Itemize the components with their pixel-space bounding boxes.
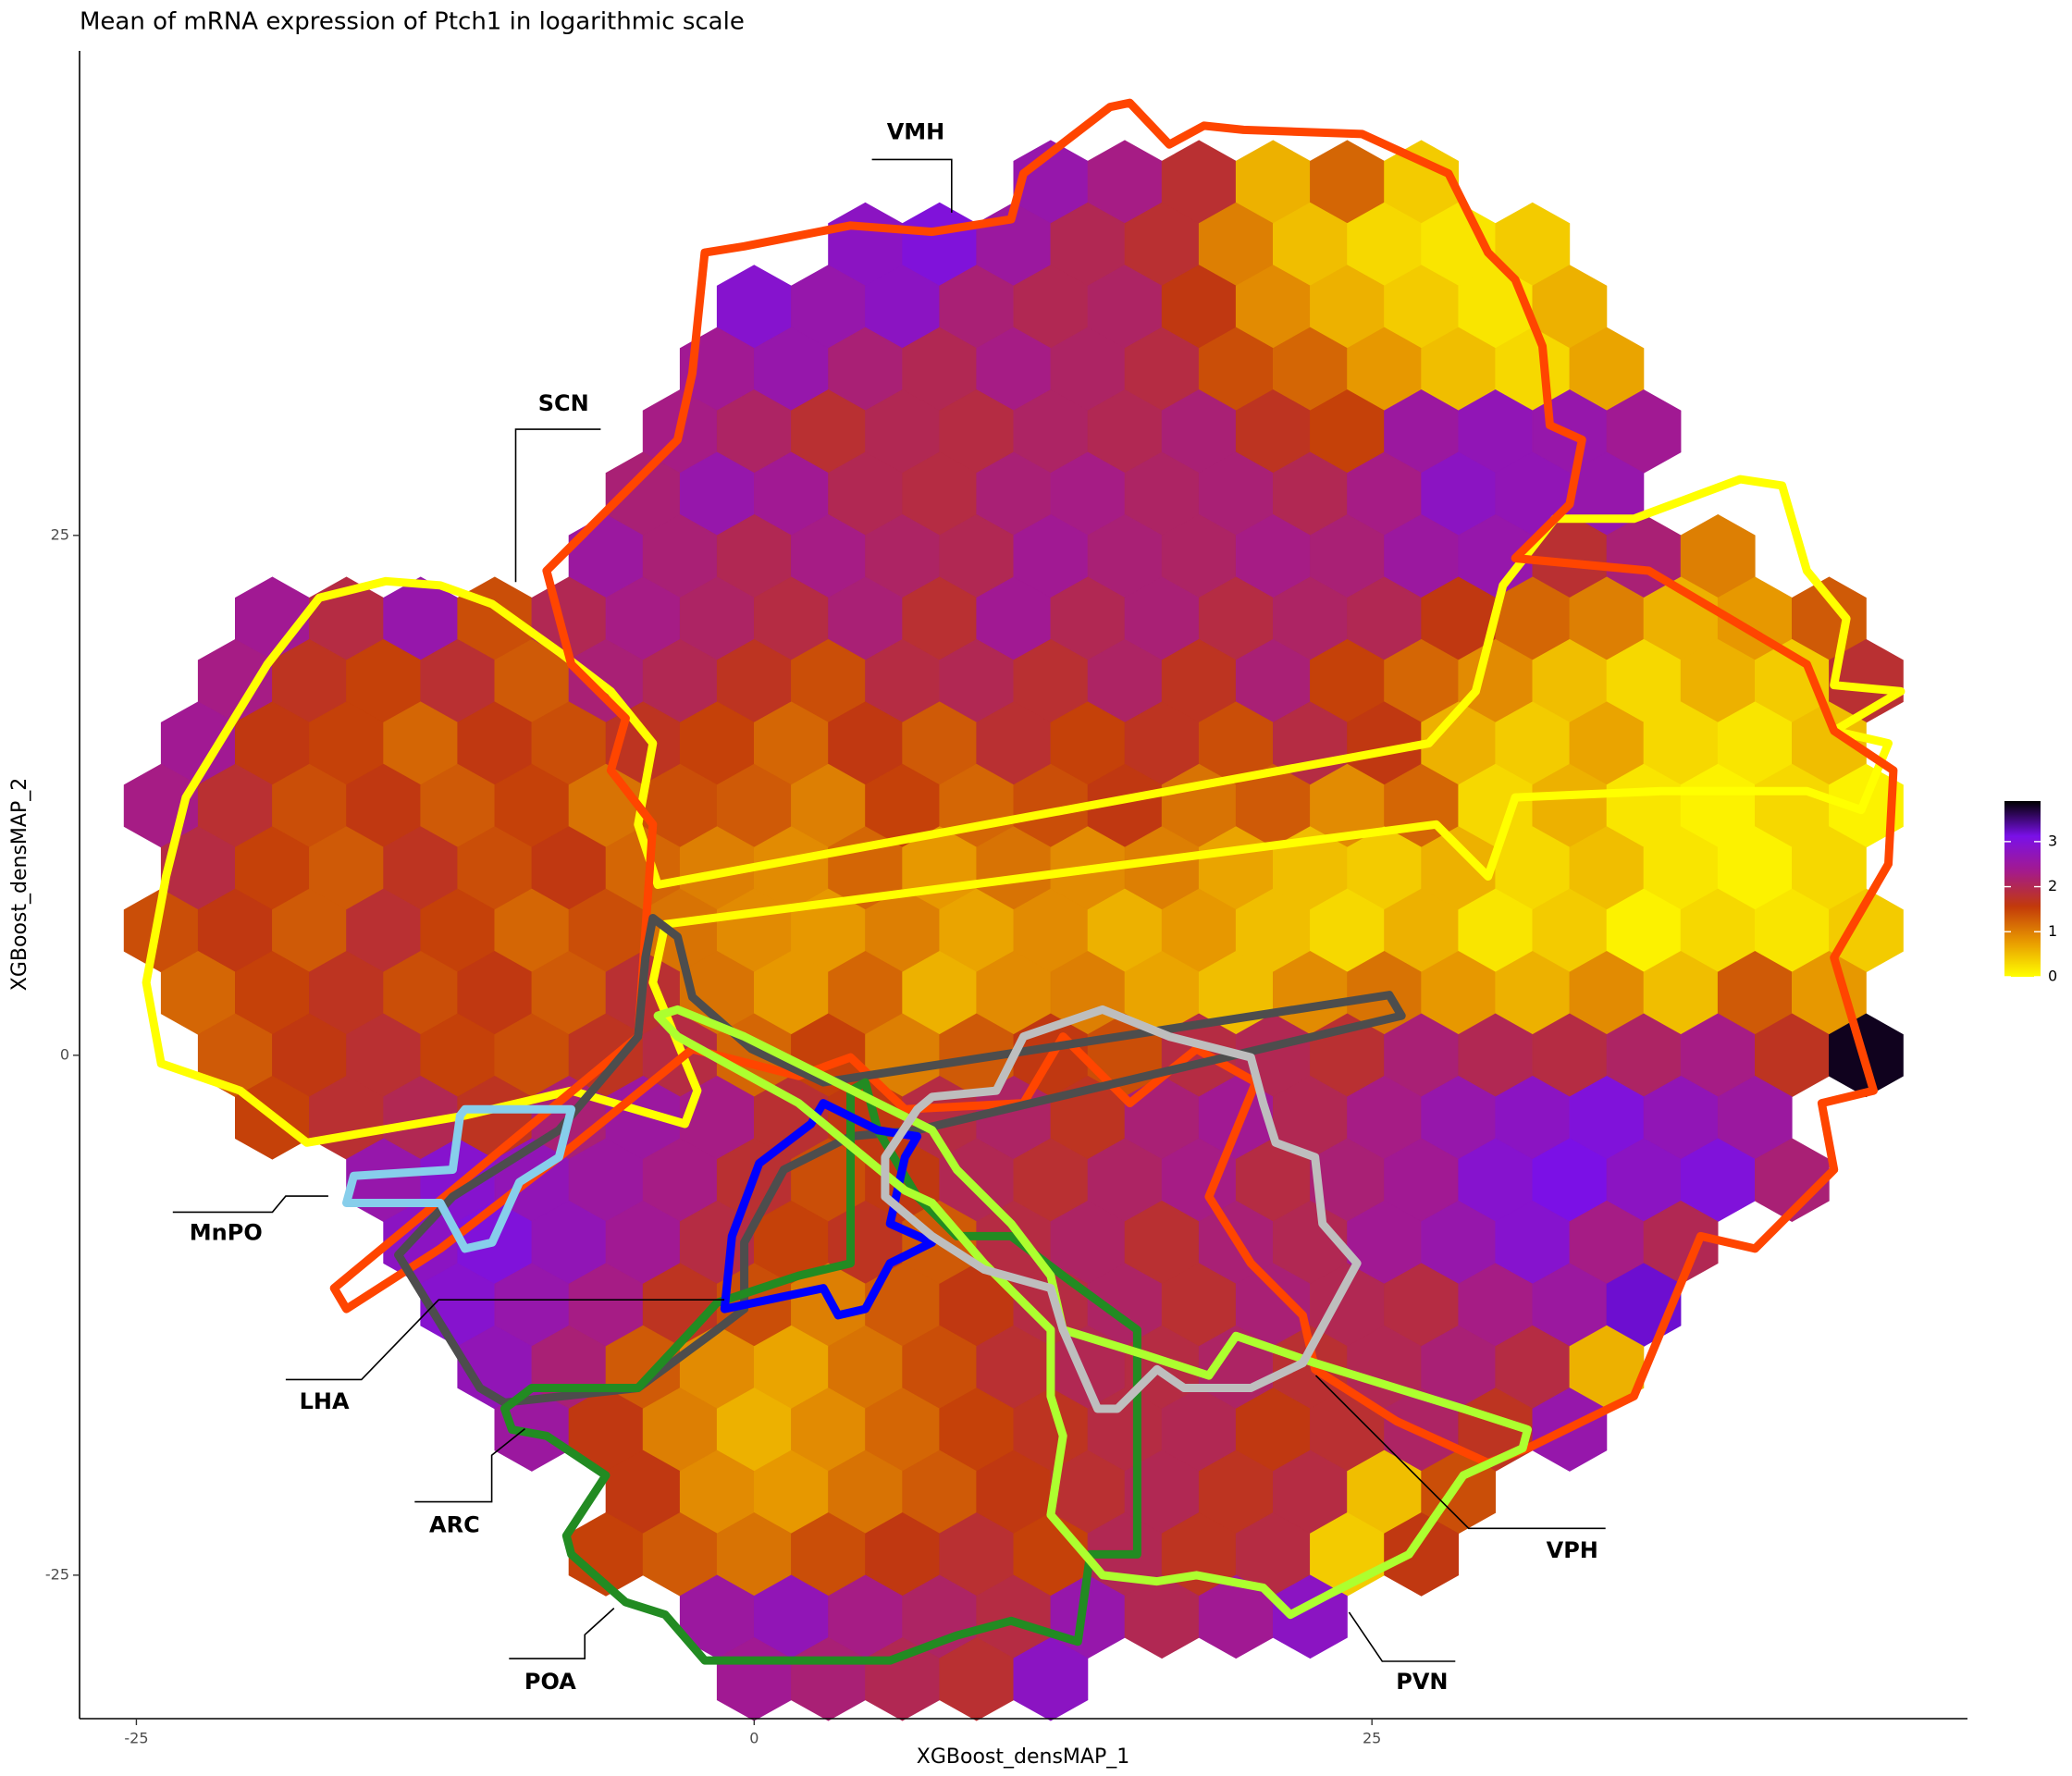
region-label: PVN <box>1396 1669 1448 1695</box>
colorbar-tick-label: 0 <box>2048 968 2057 985</box>
region-outline <box>342 1104 576 1253</box>
x-tick-label: 25 <box>1363 1730 1381 1747</box>
hexbin-layer <box>123 140 1904 1721</box>
leader-line <box>1314 1375 1606 1530</box>
region-label: VMH <box>887 119 945 145</box>
y-tick-label: -25 <box>45 1565 69 1583</box>
colorbar-tick-label: 1 <box>2048 922 2057 940</box>
x-tick-label: 0 <box>749 1730 758 1747</box>
leader-line <box>514 428 601 583</box>
chart-title: Mean of mRNA expression of Ptch1 in loga… <box>80 8 745 36</box>
leader-line <box>172 1195 328 1214</box>
region-outline <box>329 98 1898 1467</box>
x-tick-label: -25 <box>124 1730 148 1747</box>
x-axis-title: XGBoost_densMAP_1 <box>917 1745 1129 1769</box>
axes: -25 0 25 -25 0 25 0 1 2 3 <box>45 51 2057 1747</box>
hex-bin <box>1013 1636 1089 1721</box>
region-label: SCN <box>538 390 589 416</box>
colorbar-tick-label: 2 <box>2048 877 2057 894</box>
hex-bin <box>1384 1512 1459 1597</box>
region-outline <box>394 914 1406 1407</box>
leader-line <box>1348 1611 1456 1662</box>
region-outline <box>881 1005 1362 1413</box>
y-tick-label: 0 <box>60 1045 69 1063</box>
leader-line <box>285 1299 725 1381</box>
colorbar-tick-label: 3 <box>2048 832 2057 849</box>
region-outline <box>653 1005 1532 1620</box>
region-label: MnPO <box>190 1219 263 1245</box>
region-outline <box>500 1078 1141 1665</box>
region-label: LHA <box>300 1388 350 1414</box>
region-label: POA <box>524 1669 576 1695</box>
leader-line <box>414 1427 525 1503</box>
leader-line <box>509 1608 615 1659</box>
region-outline <box>720 1099 937 1320</box>
region-outlines <box>142 98 1906 1665</box>
y-axis-title: XGBoost_densMAP_2 <box>8 778 31 991</box>
y-tick-label: 25 <box>51 525 69 543</box>
colorbar <box>2004 801 2041 977</box>
region-label: VPH <box>1547 1537 1598 1563</box>
region-label: ARC <box>429 1511 480 1537</box>
region-labels: SCN VMH LHA MnPO POA ARC PVN VPH <box>172 119 1606 1695</box>
leader-line <box>871 158 953 213</box>
